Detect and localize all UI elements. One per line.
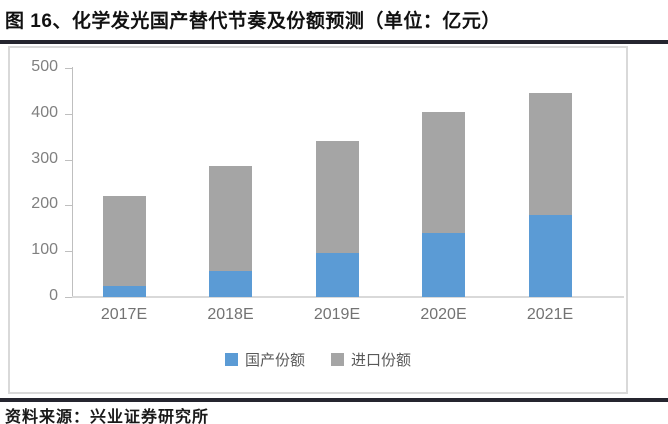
bar-segment-进口份额 [422, 111, 465, 233]
stacked-bar-2017E [102, 48, 146, 297]
y-tick-label: 300 [31, 149, 58, 167]
y-tick-mark [65, 297, 72, 298]
y-tick-label: 200 [31, 195, 58, 213]
y-tick-label: 400 [31, 103, 58, 121]
legend-label: 进口份额 [351, 352, 412, 369]
y-tick-label: 100 [31, 241, 58, 259]
x-tick-label-2019E: 2019E [313, 306, 361, 323]
bar-segment-国产份额 [102, 285, 146, 297]
figure-title: 图 16、化学发光国产替代节奏及份额预测（单位：亿元） [5, 11, 501, 32]
y-tick-mark [65, 205, 72, 207]
bar-segment-进口份额 [102, 196, 146, 286]
y-tick-mark [65, 113, 72, 115]
x-axis-line [72, 296, 624, 298]
y-tick-label: 0 [49, 287, 58, 304]
chart-box: 0 100 200 300 400 500 2017E 2018E 2019E 2020E 202… [8, 46, 628, 394]
stacked-bar-2021E [528, 48, 572, 297]
title-divider [0, 40, 668, 44]
chart-legend: 国产份额 进口份额 [10, 349, 626, 370]
bar-segment-国产份额 [315, 253, 359, 297]
bar-segment-国产份额 [209, 270, 252, 297]
y-tick-mark [65, 251, 72, 253]
x-tick-label-2021E: 2021E [526, 306, 574, 323]
legend-item-国产份额: 国产份额 [224, 349, 305, 370]
bar-segment-进口份额 [315, 140, 359, 254]
legend-swatch-icon [224, 353, 238, 366]
x-tick-label-2017E: 2017E [100, 306, 148, 323]
y-axis-line [72, 67, 73, 297]
bar-segment-国产份额 [422, 232, 465, 297]
x-tick-label-2018E: 2018E [207, 306, 254, 323]
bar-segment-进口份额 [528, 93, 572, 216]
legend-label: 国产份额 [244, 352, 305, 369]
stacked-bar-2019E [315, 48, 359, 297]
legend-swatch-icon [331, 353, 344, 366]
stacked-bar-2020E [422, 48, 465, 297]
bar-segment-国产份额 [528, 215, 572, 297]
y-tick-mark [65, 159, 72, 161]
source-text: 资料来源：兴业证券研究所 [5, 409, 210, 424]
y-tick-label: 500 [31, 58, 58, 75]
legend-item-进口份额: 进口份额 [331, 349, 411, 370]
x-tick-label-2020E: 2020E [420, 306, 467, 323]
bar-segment-进口份额 [209, 166, 252, 271]
y-tick-mark [65, 68, 72, 69]
stacked-bar-2018E [209, 48, 252, 297]
source-divider [0, 398, 668, 402]
